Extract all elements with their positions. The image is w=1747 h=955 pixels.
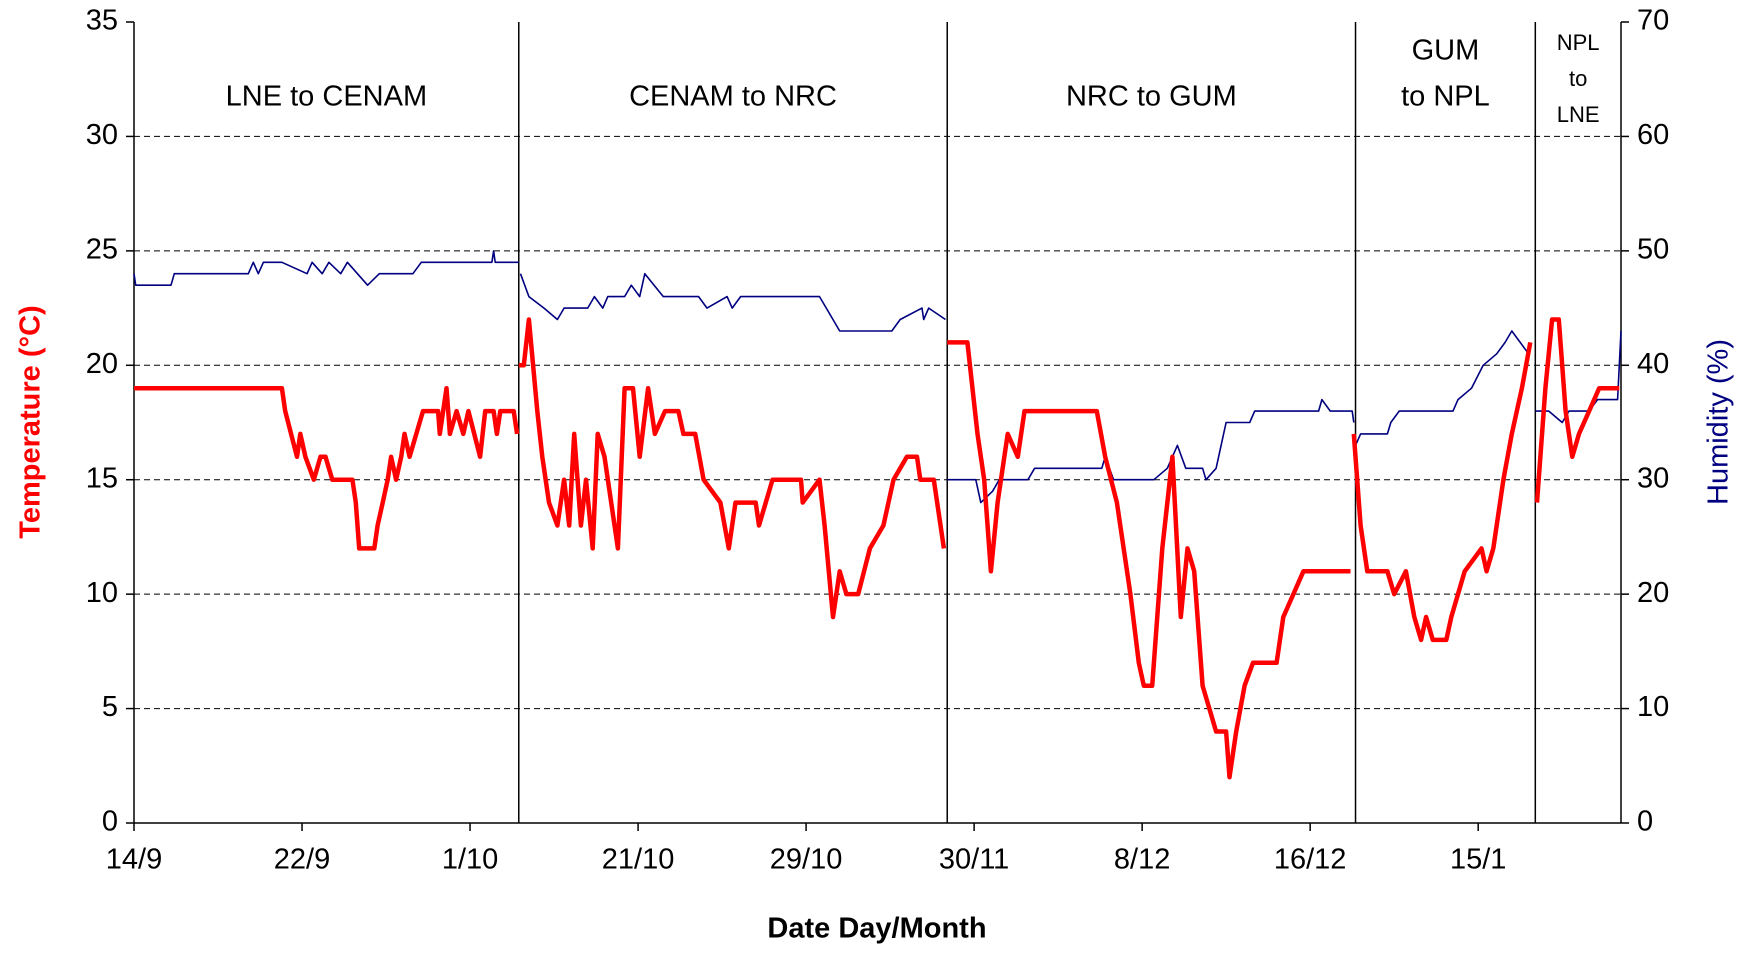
y-tick-label: 35 (86, 5, 118, 37)
y-axis-title: Temperature (°C) (15, 305, 47, 538)
segment-label: to (1569, 66, 1587, 91)
x-tick-label: 29/10 (770, 844, 843, 876)
x-tick-label: 15/1 (1450, 844, 1506, 876)
data-line (134, 317, 1620, 780)
y-tick-label: 10 (86, 577, 118, 609)
x-axis-title: Date Day/Month (767, 913, 986, 945)
y2-tick-label: 30 (1637, 462, 1669, 494)
x-tick-label: 22/9 (274, 844, 330, 876)
y-tick-label: 15 (86, 462, 118, 494)
x-tick-label: 14/9 (106, 844, 162, 876)
x-tick-label: 16/12 (1274, 844, 1347, 876)
x-tick-label: 30/11 (939, 844, 1009, 876)
data-line (133, 250, 1622, 504)
segment-label: NPL (1557, 30, 1600, 55)
y2-tick-label: 10 (1637, 691, 1669, 723)
segment-label: NRC to GUM (1066, 81, 1237, 113)
y2-tick-label: 70 (1637, 5, 1669, 37)
segment-label: GUM (1412, 35, 1480, 67)
y-tick-label: 5 (102, 691, 118, 723)
x-tick-label: 21/10 (602, 844, 675, 876)
y-tick-label: 0 (102, 806, 118, 838)
segment-label: CENAM to NRC (629, 81, 837, 113)
y-tick-label: 20 (86, 348, 118, 380)
y2-tick-label: 20 (1637, 577, 1669, 609)
y2-tick-label: 50 (1637, 234, 1669, 266)
y2-tick-label: 0 (1637, 806, 1653, 838)
x-tick-label: 8/12 (1114, 844, 1170, 876)
y2-tick-label: 60 (1637, 119, 1669, 151)
segment-label: LNE (1557, 102, 1600, 127)
x-tick-label: 1/10 (442, 844, 498, 876)
y-tick-label: 25 (86, 234, 118, 266)
segment-label: LNE to CENAM (226, 81, 427, 113)
segment-label: to NPL (1401, 81, 1490, 113)
y2-tick-label: 40 (1637, 348, 1669, 380)
y2-axis-title: Humidity (%) (1703, 339, 1735, 505)
y-tick-label: 30 (86, 119, 118, 151)
